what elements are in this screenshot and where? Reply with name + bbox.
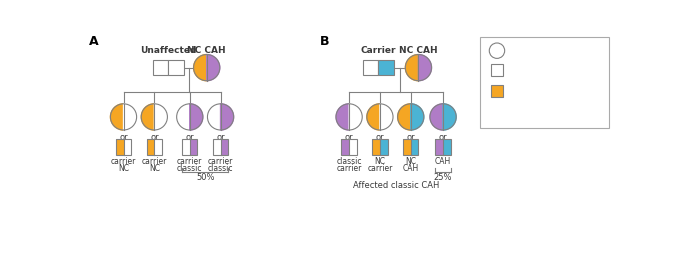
Polygon shape bbox=[123, 104, 136, 130]
Bar bbox=[213, 139, 228, 155]
Text: Female: Female bbox=[511, 46, 546, 56]
Text: Classic mutations: Classic mutations bbox=[511, 107, 597, 117]
Text: 25%: 25% bbox=[434, 173, 452, 182]
Text: classic: classic bbox=[336, 157, 362, 166]
Polygon shape bbox=[406, 54, 419, 81]
Text: or: or bbox=[186, 133, 194, 142]
Bar bbox=[491, 105, 497, 118]
Polygon shape bbox=[336, 104, 349, 130]
Bar bbox=[213, 139, 221, 155]
Text: B: B bbox=[320, 35, 329, 48]
Text: carrier: carrier bbox=[208, 157, 233, 166]
Polygon shape bbox=[419, 54, 432, 81]
Polygon shape bbox=[190, 104, 203, 130]
Text: Unaffected: Unaffected bbox=[140, 46, 197, 55]
Bar bbox=[153, 60, 169, 75]
Polygon shape bbox=[430, 104, 443, 130]
Polygon shape bbox=[141, 104, 154, 130]
Text: carrier: carrier bbox=[177, 157, 203, 166]
Bar bbox=[116, 139, 132, 155]
Bar bbox=[123, 139, 132, 155]
Text: carrier: carrier bbox=[336, 164, 362, 173]
Bar bbox=[491, 85, 503, 97]
Text: NC: NC bbox=[118, 164, 129, 173]
Bar bbox=[221, 139, 228, 155]
Text: 50%: 50% bbox=[196, 173, 214, 182]
Text: NC CAH: NC CAH bbox=[188, 46, 226, 55]
Text: classic: classic bbox=[208, 164, 234, 173]
Polygon shape bbox=[221, 104, 234, 130]
Bar bbox=[491, 105, 503, 118]
Bar bbox=[436, 139, 443, 155]
Text: or: or bbox=[119, 133, 128, 142]
Polygon shape bbox=[398, 104, 411, 130]
Text: CAH: CAH bbox=[403, 164, 419, 173]
Text: Affected classic CAH: Affected classic CAH bbox=[353, 181, 439, 190]
Bar bbox=[182, 139, 190, 155]
Polygon shape bbox=[110, 104, 123, 130]
Text: Carrier: Carrier bbox=[360, 46, 396, 55]
Text: or: or bbox=[406, 133, 415, 142]
Text: NC: NC bbox=[375, 157, 386, 166]
Bar bbox=[372, 139, 380, 155]
Text: NC CAH: NC CAH bbox=[399, 46, 438, 55]
Bar bbox=[497, 105, 503, 118]
Text: or: or bbox=[439, 133, 447, 142]
Bar bbox=[491, 64, 503, 76]
Bar bbox=[147, 139, 154, 155]
Bar bbox=[169, 60, 184, 75]
Text: carrier: carrier bbox=[111, 157, 136, 166]
Bar bbox=[403, 139, 411, 155]
Text: or: or bbox=[216, 133, 225, 142]
Polygon shape bbox=[154, 104, 167, 130]
Text: CAH: CAH bbox=[435, 157, 451, 166]
Text: or: or bbox=[345, 133, 353, 142]
Bar bbox=[380, 139, 388, 155]
Text: NC: NC bbox=[406, 157, 416, 166]
Polygon shape bbox=[207, 54, 220, 81]
Text: classic: classic bbox=[177, 164, 203, 173]
Text: carrier: carrier bbox=[142, 157, 167, 166]
Bar bbox=[443, 139, 451, 155]
Text: A: A bbox=[88, 35, 99, 48]
Bar bbox=[372, 139, 388, 155]
Text: or: or bbox=[150, 133, 159, 142]
Bar bbox=[403, 139, 419, 155]
Polygon shape bbox=[208, 104, 221, 130]
Bar bbox=[378, 60, 394, 75]
Polygon shape bbox=[443, 104, 456, 130]
Polygon shape bbox=[367, 104, 380, 130]
Polygon shape bbox=[349, 104, 362, 130]
Bar bbox=[436, 139, 451, 155]
Polygon shape bbox=[380, 104, 393, 130]
Text: or: or bbox=[375, 133, 384, 142]
Bar bbox=[349, 139, 357, 155]
Bar bbox=[147, 139, 162, 155]
Text: Nonclassic mutation: Nonclassic mutation bbox=[511, 86, 610, 96]
Bar bbox=[182, 139, 197, 155]
Bar bbox=[341, 139, 357, 155]
Bar bbox=[411, 139, 419, 155]
Bar bbox=[363, 60, 378, 75]
Text: NC: NC bbox=[149, 164, 160, 173]
Bar bbox=[341, 139, 349, 155]
Polygon shape bbox=[194, 54, 207, 81]
Polygon shape bbox=[177, 104, 190, 130]
Text: Male: Male bbox=[511, 65, 534, 75]
Bar bbox=[154, 139, 162, 155]
Bar bbox=[116, 139, 123, 155]
Bar bbox=[480, 37, 610, 128]
Bar bbox=[190, 139, 197, 155]
Polygon shape bbox=[411, 104, 424, 130]
Text: carrier: carrier bbox=[367, 164, 393, 173]
